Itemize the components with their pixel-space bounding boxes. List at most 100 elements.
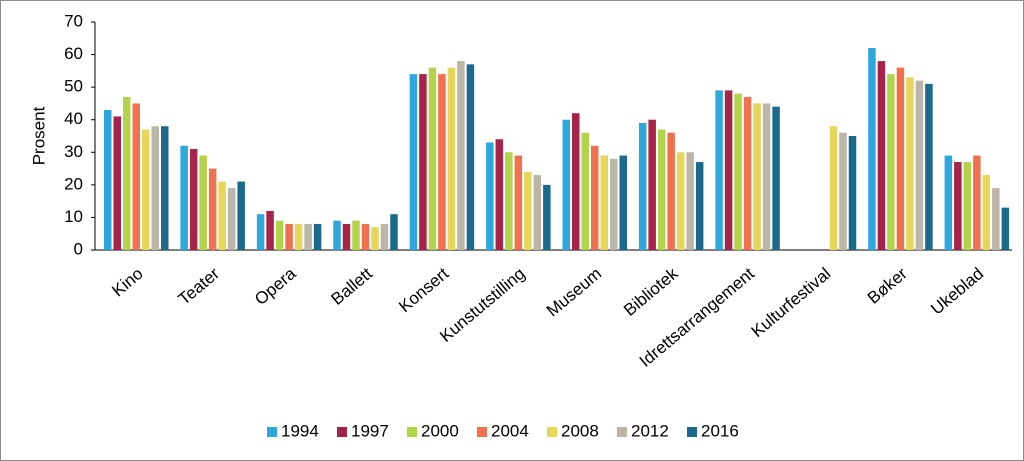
bar: [973, 155, 981, 250]
y-tick-label: 50: [64, 77, 83, 96]
bar: [409, 74, 418, 250]
legend-label: 2004: [491, 421, 529, 440]
bar: [457, 61, 465, 251]
bar: [361, 223, 370, 250]
bar: [466, 64, 475, 250]
legend-swatch: [337, 427, 347, 437]
legend-swatch: [477, 427, 487, 437]
y-tick-label: 70: [64, 11, 83, 30]
bar: [992, 188, 1000, 250]
y-tick-label: 0: [74, 239, 83, 258]
bar: [772, 106, 780, 250]
bar: [954, 162, 962, 250]
bar: [619, 155, 627, 250]
bar: [495, 139, 504, 250]
bar: [963, 162, 972, 250]
bar: [925, 83, 933, 250]
bar: [514, 155, 523, 250]
bar: [438, 74, 446, 250]
bar: [743, 96, 752, 251]
bar: [724, 90, 733, 251]
bar: [533, 175, 542, 250]
bar: [686, 152, 694, 250]
bar: [868, 48, 876, 250]
bar: [208, 168, 217, 250]
legend-swatch: [407, 427, 417, 437]
bar: [887, 74, 895, 250]
bar: [505, 152, 513, 250]
bar: [180, 145, 188, 250]
bar: [371, 227, 379, 250]
legend-swatch: [267, 427, 277, 437]
bar: [380, 223, 389, 250]
bar: [104, 109, 112, 250]
bar: [333, 220, 341, 250]
bar: [161, 126, 169, 250]
bar: [419, 74, 427, 250]
bar: [227, 188, 236, 250]
bar: [715, 90, 723, 251]
bar: [524, 171, 532, 250]
bar: [447, 67, 456, 250]
bar: [304, 223, 312, 250]
bar: [839, 132, 847, 250]
legend-label: 2012: [631, 421, 669, 440]
bar: [877, 61, 886, 251]
y-tick-label: 40: [64, 109, 83, 128]
bar: [982, 175, 991, 250]
bar: [829, 126, 838, 250]
legend-swatch: [687, 427, 697, 437]
bar: [944, 155, 953, 250]
y-axis-title: Prosent: [29, 106, 48, 165]
bar: [123, 96, 131, 251]
bar: [142, 129, 150, 250]
bar: [610, 158, 618, 250]
legend-swatch: [547, 427, 557, 437]
bar: [313, 223, 322, 250]
bar: [572, 113, 580, 250]
y-tick-label: 10: [64, 207, 83, 226]
bar: [486, 142, 494, 250]
bar: [648, 119, 656, 250]
bar: [390, 214, 398, 250]
bar: [591, 145, 599, 250]
legend-label: 2000: [421, 421, 459, 440]
bar: [906, 77, 914, 250]
bar: [285, 223, 293, 250]
bar: [695, 162, 704, 250]
legend-label: 2008: [561, 421, 599, 440]
y-tick-label: 60: [64, 44, 83, 63]
bar: [352, 220, 360, 250]
bar: [915, 80, 924, 250]
bar: [896, 67, 905, 250]
bar: [218, 181, 226, 250]
bar: [676, 152, 685, 250]
bar: [1001, 207, 1010, 250]
bar: [428, 67, 437, 250]
bar: [266, 210, 274, 250]
bar: [342, 223, 351, 250]
bar: [638, 122, 647, 250]
legend-label: 2016: [701, 421, 739, 440]
legend-swatch: [617, 427, 627, 437]
bar: [113, 116, 121, 250]
bar: [199, 155, 207, 250]
y-tick-label: 20: [64, 174, 83, 193]
bar: [600, 155, 608, 250]
bar: [256, 214, 265, 250]
bar: [734, 93, 742, 251]
bar: [848, 136, 857, 250]
bar: [762, 103, 771, 250]
bar: [151, 126, 159, 250]
bar: [657, 129, 666, 250]
bar: [543, 184, 551, 250]
bar: [562, 119, 570, 250]
legend-label: 1994: [281, 421, 319, 440]
bar: [237, 181, 245, 250]
bar: [753, 103, 761, 250]
bar: [275, 220, 284, 250]
bar: [132, 103, 140, 250]
legend-label: 1997: [351, 421, 389, 440]
bar: [667, 132, 675, 250]
